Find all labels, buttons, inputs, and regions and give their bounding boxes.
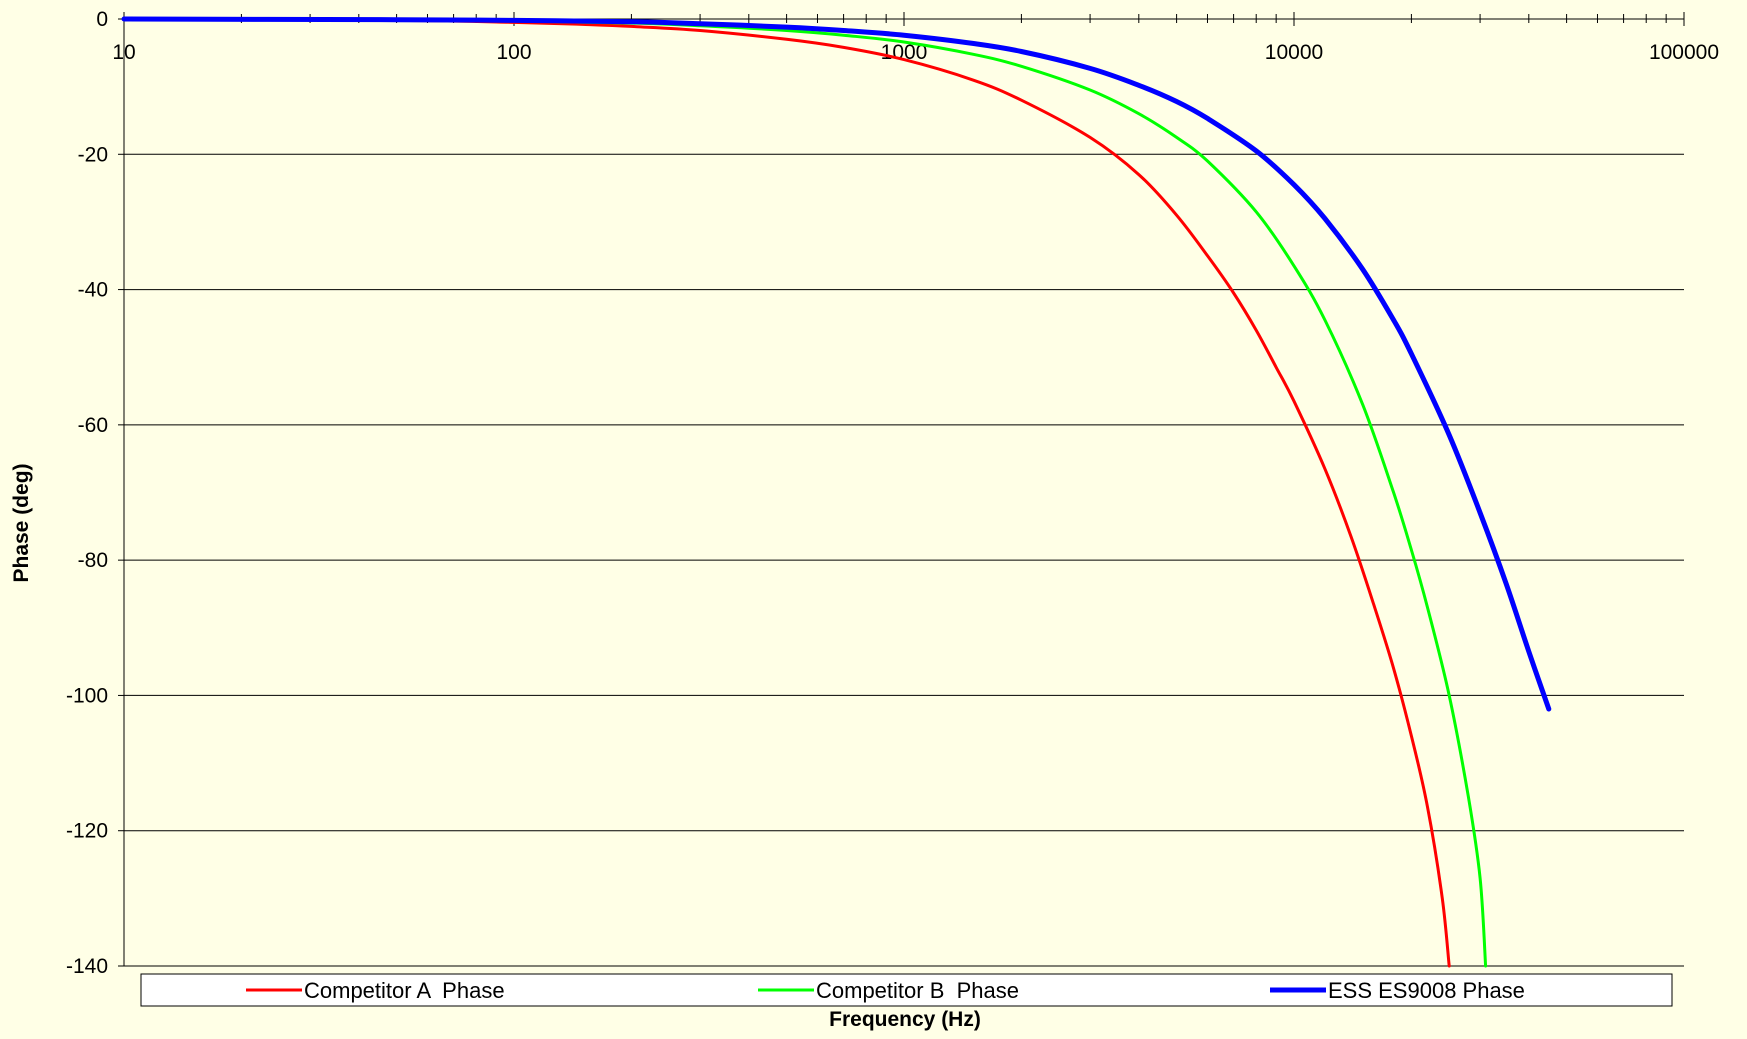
y-tick-label: -40 bbox=[78, 279, 108, 302]
legend-box bbox=[140, 973, 1673, 1007]
x-tick-label: 100 bbox=[496, 41, 531, 64]
y-tick-label: -100 bbox=[66, 684, 108, 707]
x-tick-label: 10000 bbox=[1265, 41, 1323, 64]
legend-label-3: ESS ES9008 Phase bbox=[1328, 978, 1525, 1003]
x-axis-title: Frequency (Hz) bbox=[829, 1008, 981, 1031]
x-tick-labels: 10 100 1000 10000 100000 bbox=[112, 41, 1719, 64]
legend-label-1: Competitor A Phase bbox=[304, 978, 505, 1003]
y-axis-title: Phase (deg) bbox=[10, 463, 33, 582]
y-tick-label: -20 bbox=[78, 143, 108, 166]
y-tick-label: -80 bbox=[78, 549, 108, 572]
x-tick-label: 10 bbox=[112, 41, 135, 64]
y-tick-label: -120 bbox=[66, 820, 108, 843]
plot-area bbox=[124, 19, 1684, 966]
series-line-3 bbox=[121, 16, 1552, 712]
series-lines bbox=[121, 16, 1552, 968]
y-tick-label: 0 bbox=[96, 8, 108, 31]
y-tick-labels: 0 -20 -40 -60 -80 -100 -120 -140 bbox=[66, 8, 108, 978]
legend-label-2: Competitor B Phase bbox=[816, 978, 1019, 1003]
y-tick-label: -140 bbox=[66, 955, 108, 978]
legend: Competitor A Phase Competitor B Phase ESS … bbox=[140, 973, 1673, 1007]
series-line-1 bbox=[122, 17, 1451, 968]
x-tick-label: 100000 bbox=[1649, 41, 1719, 64]
y-tick-label: -60 bbox=[78, 414, 108, 437]
gridlines bbox=[124, 153, 1684, 967]
